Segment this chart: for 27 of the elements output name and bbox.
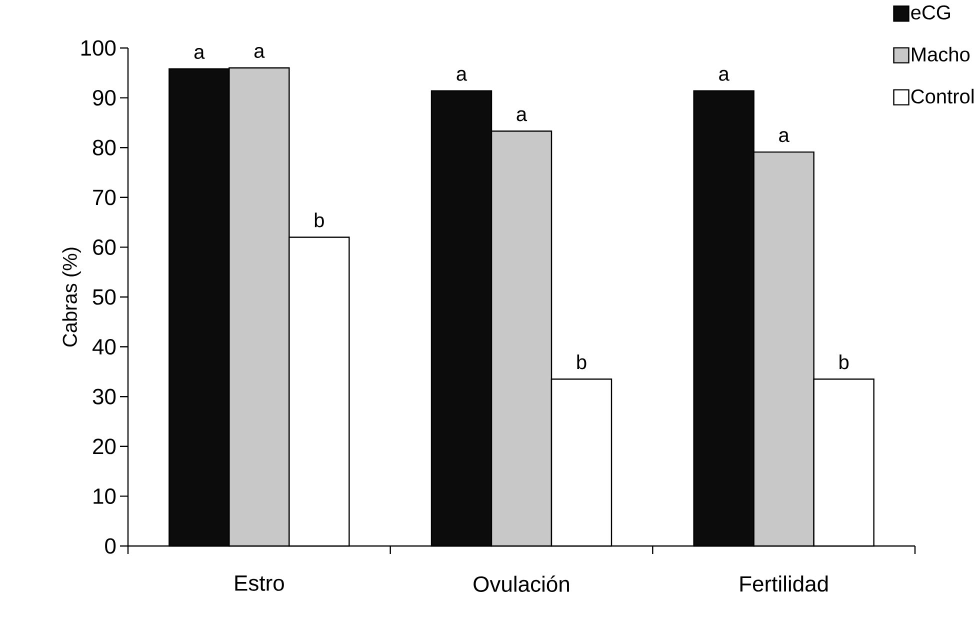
y-tick-label: 80 [92,140,116,156]
y-tick-label: 30 [92,388,116,404]
data-label: a [719,70,730,81]
y-axis-title: Cabras (%) [62,248,81,347]
y-tick-label: 60 [93,239,116,255]
legend-label: Control [911,88,974,104]
y-tick-label: 40 [92,338,116,355]
y-tick-label: 0 [105,538,116,554]
data-label: b [840,354,849,370]
data-label: a [456,70,468,81]
y-tick-label: 90 [93,90,116,106]
data-label: b [577,354,586,370]
data-label: a [194,48,205,59]
y-tick-label: 10 [94,488,116,504]
y-tick-label: 20 [93,438,116,454]
legend-label: Macho [912,46,970,62]
y-tick-label: 70 [93,190,116,206]
data-label: a [779,131,790,142]
x-tick-label: Estro [235,576,284,591]
data-label: a [254,47,265,58]
y-tick-label: 100 [81,40,116,56]
data-label: a [516,110,528,122]
legend-label: eCG [911,5,950,20]
x-tick-label: Fertilidad [740,576,828,592]
x-tick-label: Ovulación [474,576,569,592]
data-label: b [314,212,324,228]
y-tick-label: 50 [92,289,116,305]
